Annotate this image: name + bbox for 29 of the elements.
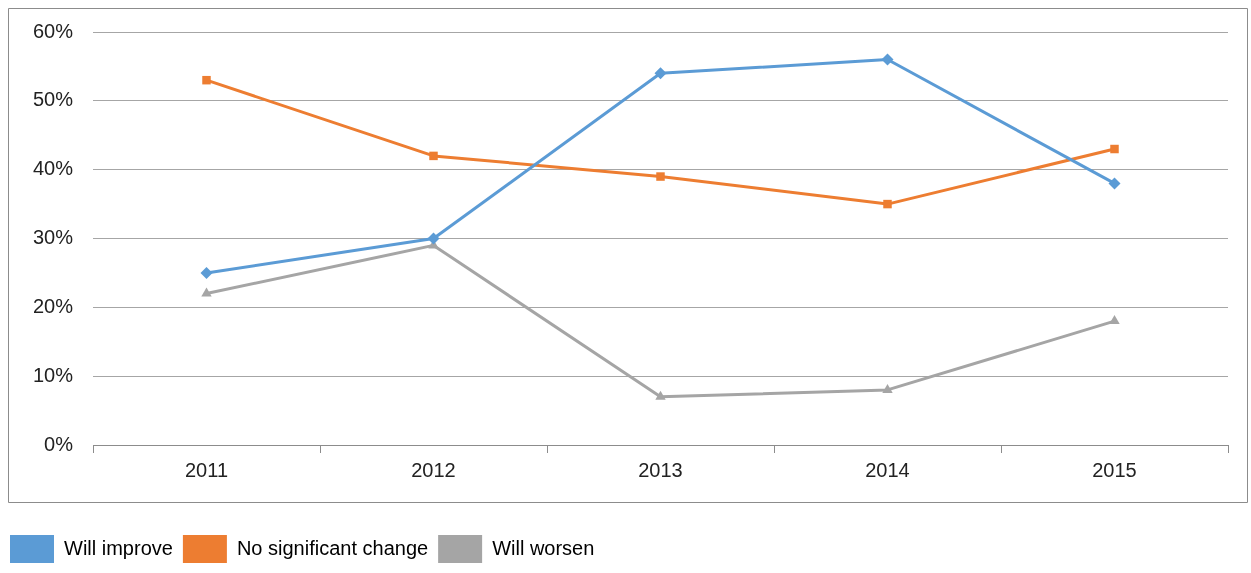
point	[881, 53, 894, 66]
y-tick-label: 20%	[32, 294, 74, 317]
point	[202, 75, 211, 85]
legend-label: No significant change	[236, 536, 429, 559]
x-tick-label: 2011	[184, 458, 229, 481]
y-tick-label: 0%	[44, 432, 74, 455]
y-tick-label: 40%	[32, 157, 74, 180]
point	[1109, 315, 1120, 325]
point	[429, 151, 438, 161]
point	[1108, 177, 1121, 190]
point	[201, 287, 212, 297]
point	[654, 67, 667, 80]
point	[656, 172, 665, 181]
point	[883, 199, 892, 209]
legend-label: Will worsen	[492, 536, 595, 559]
point	[655, 390, 666, 400]
y-tick-label: 30%	[32, 226, 74, 249]
y-tick-label: 10%	[32, 363, 74, 386]
y-tick-label: 50%	[32, 88, 74, 111]
point	[1110, 144, 1119, 154]
point	[200, 266, 213, 279]
x-tick-label: 2013	[638, 458, 683, 481]
x-tick-label: 2012	[411, 458, 456, 481]
point	[427, 232, 440, 245]
x-tick-label: 2015	[1092, 458, 1137, 481]
legend-label: Will improve	[64, 536, 173, 559]
x-tick-label: 2014	[865, 458, 910, 481]
y-tick-label: 60%	[32, 19, 74, 42]
point	[882, 383, 893, 393]
